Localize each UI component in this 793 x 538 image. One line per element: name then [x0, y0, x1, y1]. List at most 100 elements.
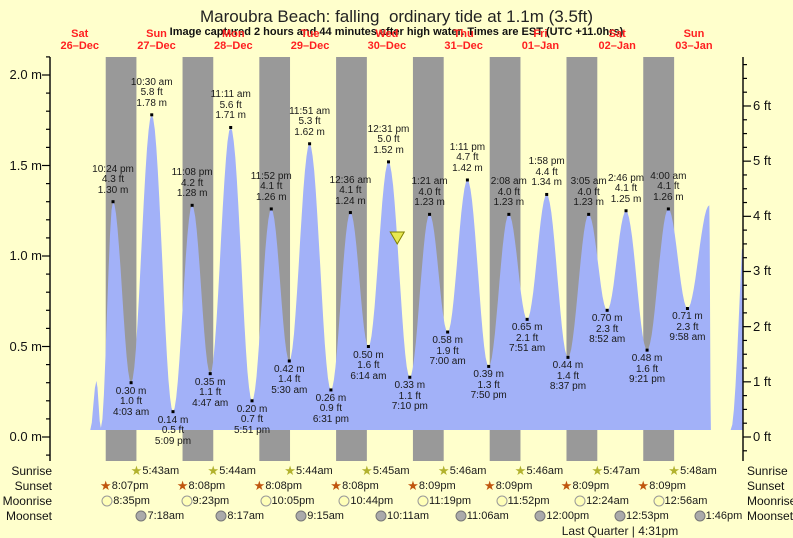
sunrise-icon: ★ — [591, 462, 604, 478]
high-tide-label: 11:11 am 5.6 ft 1.71 m — [210, 89, 251, 122]
high-tide-label: 2:46 pm 4.1 ft 1.25 m — [607, 172, 645, 205]
low-tide-point — [446, 330, 450, 334]
page-subtitle: Image captured 2 hours and 44 minutes af… — [169, 26, 624, 38]
high-tide-point — [150, 113, 154, 117]
day-label: Wed 30–Dec — [367, 28, 407, 52]
sunset-time: 8:09pm — [572, 480, 610, 492]
y-axis-label-ft: 6 ft — [753, 97, 772, 113]
low-tide-point — [208, 372, 212, 376]
y-axis-label-ft: 1 ft — [753, 373, 772, 389]
high-tide-label: 12:31 pm 5.0 ft 1.52 m — [367, 123, 410, 156]
sunrise-icon: ★ — [514, 462, 527, 478]
sunrise-time: 5:44am — [296, 465, 333, 477]
high-tide-label: 10:24 pm 4.3 ft 1.30 m — [92, 163, 134, 196]
high-tide-label: 1:11 pm 4.7 ft 1.42 m — [449, 141, 486, 174]
y-axis-label-m: 2.0 m — [9, 67, 42, 82]
low-tide-label: 0.26 m 0.9 ft 6:31 pm — [312, 392, 349, 425]
moonrise-time: 11:19pm — [429, 495, 472, 507]
low-tide-point — [487, 364, 491, 368]
day-label: Mon 28–Dec — [214, 28, 253, 52]
day-label: Sun 03–Jan — [675, 28, 713, 52]
sunrise-time: 5:46am — [526, 465, 564, 477]
moonrise-icon — [338, 495, 350, 507]
moonrise-time: 9:23pm — [192, 495, 230, 507]
moonset-icon — [135, 510, 147, 522]
sunset-time: 8:09pm — [418, 480, 456, 492]
sunset-icon: ★ — [560, 477, 573, 493]
low-tide-point — [685, 306, 689, 310]
high-tide-label: 3:05 am 4.0 ft 1.23 m — [570, 176, 607, 209]
day-label: Fri 01–Jan — [521, 28, 560, 52]
moonrise-time: 12:56am — [664, 495, 708, 507]
low-tide-point — [129, 381, 133, 385]
high-tide-point — [269, 207, 273, 211]
low-tide-point — [171, 410, 175, 414]
low-tide-label: 0.50 m 1.6 ft 6:14 am — [350, 349, 387, 382]
moonrise-icon — [417, 495, 429, 507]
sunrise-icon: ★ — [284, 462, 296, 478]
low-tide-label: 0.14 m 0.5 ft 5:09 pm — [154, 414, 192, 447]
low-tide-point — [566, 355, 570, 359]
y-axis-label-m: 1.5 m — [9, 157, 42, 173]
sunset-icon: ★ — [330, 477, 342, 493]
sunset-icon: ★ — [407, 477, 419, 493]
moonrise-time: 12:24am — [586, 495, 629, 507]
low-tide-label: 0.20 m 0.7 ft 5:51 pm — [233, 403, 271, 436]
low-tide-label: 0.48 m 1.6 ft 9:21 pm — [629, 353, 666, 386]
tide-water-area — [90, 114, 711, 431]
moonset-icon — [295, 510, 307, 522]
low-tide-label: 0.30 m 1.0 ft 4:03 am — [113, 385, 150, 418]
sunrise-icon: ★ — [437, 462, 450, 478]
low-tide-label: 0.33 m 1.1 ft 7:10 pm — [391, 380, 428, 413]
high-tide-point — [507, 212, 511, 216]
high-tide-point — [308, 142, 312, 146]
high-tide-point — [111, 200, 115, 204]
day-label: Tue 29–Dec — [290, 28, 330, 52]
sunset-icon: ★ — [253, 477, 266, 493]
low-tide-point — [250, 399, 254, 403]
moonrise-time: 11:52pm — [507, 495, 550, 507]
high-tide-point — [666, 207, 670, 211]
day-label: Sun 27–Dec — [137, 28, 176, 52]
sunrise-icon: ★ — [130, 462, 143, 478]
low-tide-label: 0.71 m 2.3 ft 9:58 am — [669, 311, 706, 344]
y-axis-label-ft: 4 ft — [753, 208, 772, 224]
y-axis-label-m: 1.0 m — [9, 248, 42, 263]
high-tide-label: 11:51 am 5.3 ft 1.62 m — [289, 105, 331, 138]
day-label: Sat 26–Dec — [60, 28, 100, 52]
row-label-moonset-right: Moonset — [747, 509, 793, 523]
sunrise-time: 5:46am — [449, 465, 487, 477]
low-tide-label: 0.42 m 1.4 ft 5:30 am — [271, 363, 308, 396]
sunrise-icon: ★ — [207, 462, 220, 478]
day-label: Sat 02–Jan — [598, 28, 636, 52]
low-tide-point — [366, 345, 370, 348]
row-label-sunrise-right: Sunrise — [747, 464, 788, 478]
high-tide-point — [190, 203, 194, 207]
high-tide-point — [348, 211, 352, 215]
moonrise-time: 8:35pm — [113, 495, 150, 507]
moonrise-icon — [260, 495, 272, 507]
moonset-time: 7:18am — [147, 510, 185, 522]
row-label-moonrise-left: Moonrise — [2, 494, 52, 508]
y-axis-label-ft: 0 ft — [753, 429, 772, 444]
sunset-icon: ★ — [99, 477, 112, 493]
sunset-time: 8:07pm — [111, 480, 149, 492]
sunset-time: 8:08pm — [265, 480, 303, 492]
sunset-icon: ★ — [637, 477, 650, 493]
y-axis-label-ft: 3 ft — [753, 263, 772, 279]
high-tide-point — [465, 178, 469, 182]
moonset-icon — [455, 510, 467, 522]
moonset-time: 10:11am — [387, 510, 430, 522]
low-tide-point — [525, 317, 529, 321]
low-tide-point — [329, 388, 333, 392]
moonset-time: 12:00pm — [546, 510, 590, 522]
high-tide-label: 4:00 am 4.1 ft 1.26 m — [650, 170, 687, 203]
low-tide-point — [605, 308, 609, 312]
low-tide-label: 0.58 m 1.9 ft 7:00 am — [429, 335, 466, 368]
high-tide-label: 11:08 pm 4.2 ft 1.28 m — [171, 167, 213, 200]
sunrise-icon: ★ — [668, 462, 680, 478]
row-label-sunset-right: Sunset — [747, 479, 785, 493]
moonset-icon — [694, 510, 706, 522]
